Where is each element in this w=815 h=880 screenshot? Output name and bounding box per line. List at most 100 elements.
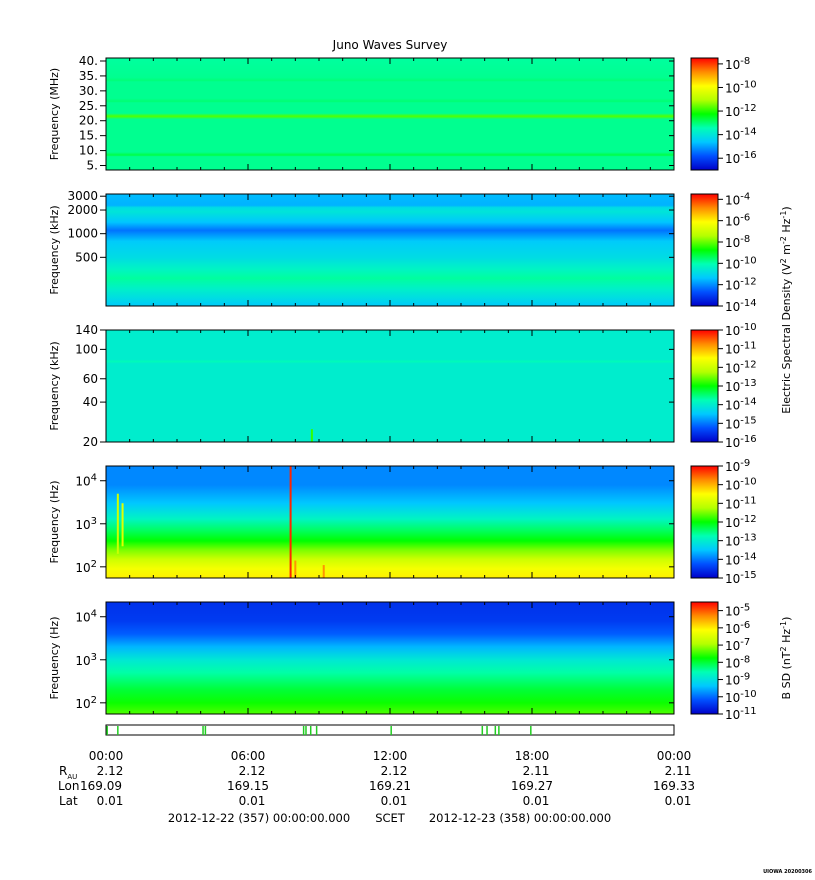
- spectrogram-image: [106, 602, 674, 714]
- y-tick-label: 15.: [79, 129, 98, 143]
- row-label-rau: RAU: [59, 764, 77, 781]
- colorbar: [690, 601, 719, 715]
- y-tick-label: 30.: [79, 84, 98, 98]
- colorbar-tick-label: 10-8: [725, 56, 750, 72]
- time-tick-label: 12:00: [373, 749, 408, 763]
- colorbar-tick-label: 10-10: [725, 689, 757, 705]
- y-axis-label-text: Frequency (MHz): [48, 68, 61, 160]
- time-tick-label: 00:00: [89, 749, 124, 763]
- y-axis-label-text: Frequency (Hz): [48, 617, 61, 700]
- y-tick-label: 20: [83, 435, 98, 449]
- colorbar-tick-label: 10-15: [725, 415, 757, 431]
- mode-bar-frame: [105, 724, 675, 736]
- colorbar-tick-label: 10-4: [725, 191, 750, 207]
- panel-3: 140 100 60 40 20 Frequency (kHz) 10-10 10-11 10-…: [48, 322, 757, 450]
- colorbar-tick-label: 10-16: [725, 150, 757, 166]
- y-axis-label-text: Frequency (kHz): [48, 205, 61, 294]
- colorbar-label-text: Electric Spectral Density (V2 m-2 Hz-1): [779, 206, 793, 413]
- spectrogram-image: [106, 466, 674, 578]
- y-tick-label: 60: [83, 372, 98, 386]
- colorbar-tick-label: 10-7: [725, 637, 750, 653]
- colorbar-tick-label: 10-12: [725, 359, 757, 375]
- mode-bar: [105, 724, 675, 736]
- spectrogram-event: [322, 565, 325, 578]
- colorbar-tick-label: 10-12: [725, 277, 757, 293]
- spectrogram-event: [289, 466, 292, 578]
- colorbar: [690, 329, 719, 443]
- colorbar-tick-label: 10-6: [725, 620, 750, 636]
- y-axis-label: Frequency (kHz): [48, 341, 61, 430]
- colorbar-tick-label: 10-11: [725, 495, 757, 511]
- colorbar-tick-label: 10-10: [725, 477, 757, 493]
- ephemeris-rau: 2.12: [381, 764, 408, 778]
- colorbar-tick-label: 10-5: [725, 603, 750, 619]
- y-axis-label: Frequency (MHz): [48, 68, 61, 160]
- time-axis: 00:002.12169.090.0106:002.12169.150.0112…: [58, 749, 695, 808]
- y-tick-label: 10.: [79, 144, 98, 158]
- colorbar-tick-label: 10-6: [725, 213, 750, 229]
- spectrogram-event: [310, 429, 313, 442]
- footer-end-time: 2012-12-23 (358) 00:00:00.000: [429, 811, 611, 825]
- ephemeris-lon: 169.21: [369, 779, 411, 793]
- y-tick-label: 102: [75, 559, 97, 575]
- ephemeris-rau: 2.11: [665, 764, 692, 778]
- y-tick-label: 5.: [87, 159, 98, 173]
- colorbar-tick-label: 10-11: [725, 706, 757, 722]
- colorbar-tick-label: 10-9: [725, 458, 750, 474]
- spectrogram-event: [294, 560, 297, 578]
- footer: 2012-12-22 (357) 00:00:00.000 SCET 2012-…: [168, 811, 611, 825]
- colorbar-tick-label: 10-16: [725, 434, 757, 450]
- ephemeris-lat: 0.01: [381, 794, 408, 808]
- y-tick-label: 35.: [79, 69, 98, 83]
- y-tick-label: 1000: [67, 227, 98, 241]
- time-tick-label: 00:00: [657, 749, 692, 763]
- time-tick-label: 06:00: [231, 749, 266, 763]
- colorbar-tick-label: 10-10: [725, 79, 757, 95]
- colorbar-tick-label: 10-14: [725, 298, 757, 314]
- y-axis-label-text: Frequency (Hz): [48, 481, 61, 564]
- spectrogram-image: [106, 330, 674, 442]
- colorbar-tick-label: 10-10: [725, 255, 757, 271]
- footer-start-time: 2012-12-22 (357) 00:00:00.000: [168, 811, 350, 825]
- time-tick-label: 18:00: [515, 749, 550, 763]
- colorbar-tick-label: 10-13: [725, 378, 757, 394]
- footer-scet: SCET: [375, 811, 406, 825]
- ephemeris-rau: 2.11: [523, 764, 550, 778]
- y-tick-label: 100: [75, 342, 98, 356]
- colorbar-tick-label: 10-14: [725, 127, 757, 143]
- colorbar-tick-label: 10-14: [725, 551, 757, 567]
- colorbar-tick-label: 10-10: [725, 322, 757, 338]
- colorbar-tick-label: 10-15: [725, 570, 757, 586]
- colorbar-tick-label: 10-9: [725, 672, 750, 688]
- spectrogram-event: [116, 493, 119, 554]
- ephemeris-lon: 169.33: [653, 779, 695, 793]
- y-tick-label: 104: [75, 473, 97, 489]
- panel-1: 40.35.30.25.20.15.10.5. Frequency (MHz) 10…: [48, 54, 757, 173]
- colorbar: [690, 193, 719, 307]
- ephemeris-lon: 169.09: [80, 779, 122, 793]
- colorbar-label-b_field: B SD (nT2 Hz-1): [779, 617, 793, 700]
- panel-5: 104 103 102 Frequency (Hz) 10-510-610-710-8 1…: [48, 601, 757, 722]
- y-tick-label: 103: [75, 516, 97, 532]
- colorbar-tick-label: 10-12: [725, 103, 757, 119]
- y-tick-label: 40.: [79, 54, 98, 68]
- colorbar-tick-label: 10-13: [725, 533, 757, 549]
- y-tick-label: 20.: [79, 114, 98, 128]
- ephemeris-lon: 169.15: [227, 779, 269, 793]
- panel-4: 104 103 102 Frequency (Hz) 10-9 10-10 10-11 10-…: [48, 458, 757, 586]
- spectrogram-image: [106, 194, 674, 306]
- ephemeris-lat: 0.01: [97, 794, 124, 808]
- y-tick-label: 3000: [67, 189, 98, 203]
- colorbar-tick-label: 10-8: [725, 234, 750, 250]
- colorbar: [690, 465, 719, 579]
- y-tick-label: 103: [75, 652, 97, 668]
- y-axis-label-text: Frequency (kHz): [48, 341, 61, 430]
- row-label-lat: Lat: [59, 794, 78, 808]
- ephemeris-rau: 2.12: [239, 764, 266, 778]
- colorbar-label-e_field: Electric Spectral Density (V2 m-2 Hz-1): [779, 206, 793, 413]
- spectrogram-image: [106, 58, 674, 170]
- y-tick-label: 500: [75, 250, 98, 264]
- y-tick-label: 104: [75, 609, 97, 625]
